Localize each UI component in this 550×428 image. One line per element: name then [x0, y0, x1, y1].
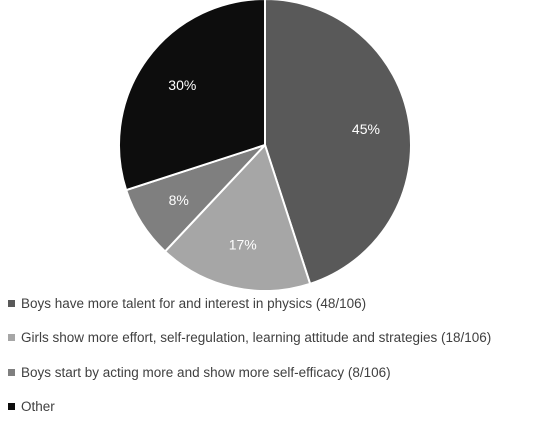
pie-slice-0: [264, 0, 412, 286]
pie-slice-label-1: 17%: [229, 237, 257, 253]
legend-swatch: [8, 403, 15, 410]
pie-slice-label-3: 30%: [168, 77, 196, 93]
legend-label: Boys have more talent for and interest i…: [21, 295, 367, 311]
legend-label: Boys start by acting more and show more …: [21, 364, 391, 380]
pie-slice-label-0: 45%: [352, 121, 380, 137]
legend-swatch: [8, 368, 15, 376]
chart-legend: Boys have more talent for and interest i…: [8, 290, 548, 428]
legend-item-other: Other: [8, 394, 548, 420]
legend-item-self-efficacy: Boys start by acting more and show more …: [8, 359, 548, 385]
pie-slice-3: [118, 0, 266, 192]
pie-chart: 45% 17% 8% 30%: [118, 0, 412, 290]
pie-slice-1: [163, 143, 312, 290]
legend-label: Other: [21, 399, 55, 414]
legend-item-talent: Boys have more talent for and interest i…: [8, 290, 548, 316]
legend-label: Girls show more effort, self-regulation,…: [21, 330, 492, 345]
legend-swatch: [8, 299, 15, 307]
legend-item-effort: Girls show more effort, self-regulation,…: [8, 325, 548, 351]
legend-swatch: [8, 334, 15, 341]
pie-slice-label-2: 8%: [169, 192, 189, 208]
